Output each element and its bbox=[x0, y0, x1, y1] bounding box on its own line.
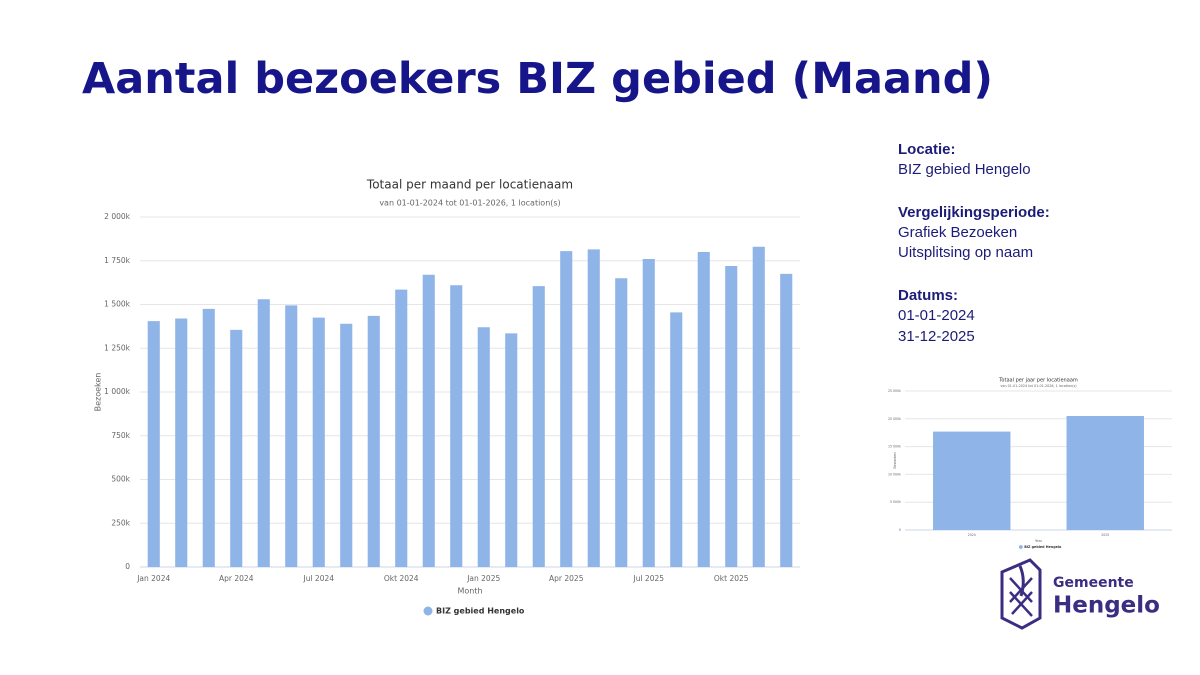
bar bbox=[505, 333, 518, 567]
legend-marker bbox=[423, 606, 433, 616]
y-tick-label: 1 250k bbox=[104, 343, 130, 352]
info-text: 31-12-2025 bbox=[898, 328, 975, 345]
x-axis-label: Year bbox=[1035, 539, 1043, 543]
logo-pattern bbox=[1009, 577, 1033, 617]
logo: Gemeente Hengelo bbox=[1000, 558, 1160, 630]
bar bbox=[933, 431, 1011, 530]
bar bbox=[477, 327, 490, 567]
bar bbox=[587, 249, 600, 567]
y-tick-label: 500k bbox=[111, 475, 130, 484]
y-tick-label: 5 000k bbox=[890, 500, 901, 504]
bar bbox=[285, 305, 298, 567]
info-text: Grafiek Bezoeken bbox=[898, 224, 1017, 241]
chart-title: Totaal per jaar per locatienaam bbox=[998, 378, 1078, 384]
legend-label: BIZ gebied Hengelo bbox=[1024, 545, 1062, 549]
x-tick-label: 2025 bbox=[1101, 533, 1109, 537]
bar bbox=[697, 252, 710, 567]
bar bbox=[340, 323, 353, 567]
bar bbox=[367, 315, 380, 567]
slide-title: Aantal bezoekers BIZ gebied (Maand) bbox=[82, 54, 993, 104]
bar bbox=[257, 299, 270, 567]
bar bbox=[752, 246, 765, 567]
info-label: Locatie: bbox=[898, 141, 956, 158]
chart: Totaal per maand per locatienaam van 01-0… bbox=[94, 178, 800, 616]
bar bbox=[615, 278, 628, 567]
x-tick-label: Jan 2025 bbox=[466, 574, 500, 583]
y-tick-label: 20 000k bbox=[888, 417, 901, 421]
y-tick-label: 1 500k bbox=[104, 300, 130, 309]
y-axis-label: Bezoeken bbox=[94, 373, 103, 412]
bar bbox=[450, 285, 463, 567]
x-axis-label: Month bbox=[457, 587, 482, 596]
x-tick-label: Apr 2024 bbox=[219, 574, 254, 583]
y-tick-label: 250k bbox=[111, 518, 130, 527]
info-text: Uitsplitsing op naam bbox=[898, 244, 1033, 261]
y-tick-label: 2 000k bbox=[104, 212, 130, 221]
y-tick-label: 0 bbox=[125, 562, 130, 571]
logo-wheat bbox=[1018, 565, 1025, 597]
x-tick-label: Apr 2025 bbox=[549, 574, 584, 583]
bar bbox=[642, 259, 655, 567]
chart-title: Totaal per maand per locatienaam bbox=[366, 178, 573, 192]
bar bbox=[670, 312, 683, 567]
y-tick-label: 25 000k bbox=[888, 389, 901, 393]
bar bbox=[395, 289, 408, 567]
bar bbox=[230, 329, 243, 567]
bar bbox=[1066, 416, 1144, 530]
info-text: 01-01-2024 bbox=[898, 307, 975, 324]
chart-subtitle: van 01-01-2024 tot 01-01-2026, 1 locatio… bbox=[1000, 384, 1077, 388]
x-tick-label: Okt 2025 bbox=[714, 574, 749, 583]
y-tick-label: 750k bbox=[111, 431, 130, 440]
logo-shield bbox=[1000, 558, 1042, 630]
y-axis-label: Bezoeken bbox=[893, 452, 897, 468]
x-tick-label: Jul 2024 bbox=[302, 574, 334, 583]
bar bbox=[202, 308, 215, 567]
x-tick-label: Jan 2024 bbox=[136, 574, 170, 583]
y-tick-label: 15 000k bbox=[888, 445, 901, 449]
bar bbox=[175, 318, 188, 567]
x-tick-label: 2024 bbox=[968, 533, 976, 537]
x-tick-label: Okt 2024 bbox=[384, 574, 419, 583]
y-tick-label: 1 750k bbox=[104, 256, 130, 265]
legend-label: BIZ gebied Hengelo bbox=[436, 607, 525, 616]
bar bbox=[532, 286, 545, 567]
bar bbox=[422, 274, 435, 567]
info-label: Vergelijkingsperiode: bbox=[898, 204, 1050, 221]
bar bbox=[147, 321, 160, 567]
bar bbox=[725, 266, 738, 567]
info-text: BIZ gebied Hengelo bbox=[898, 161, 1031, 178]
bar bbox=[780, 273, 793, 567]
info-label: Datums: bbox=[898, 287, 958, 304]
y-tick-label: 1 000k bbox=[104, 387, 130, 396]
bar bbox=[312, 317, 325, 567]
logo-text: Hengelo bbox=[1053, 593, 1160, 619]
y-tick-label: 0 bbox=[899, 528, 901, 532]
y-tick-label: 10 000k bbox=[888, 472, 901, 476]
legend-marker bbox=[1018, 545, 1023, 549]
logo-text: Gemeente bbox=[1053, 575, 1134, 591]
chart-subtitle: van 01-01-2024 tot 01-01-2026, 1 locatio… bbox=[379, 199, 560, 208]
x-tick-label: Jul 2025 bbox=[632, 574, 664, 583]
bar bbox=[560, 251, 573, 567]
